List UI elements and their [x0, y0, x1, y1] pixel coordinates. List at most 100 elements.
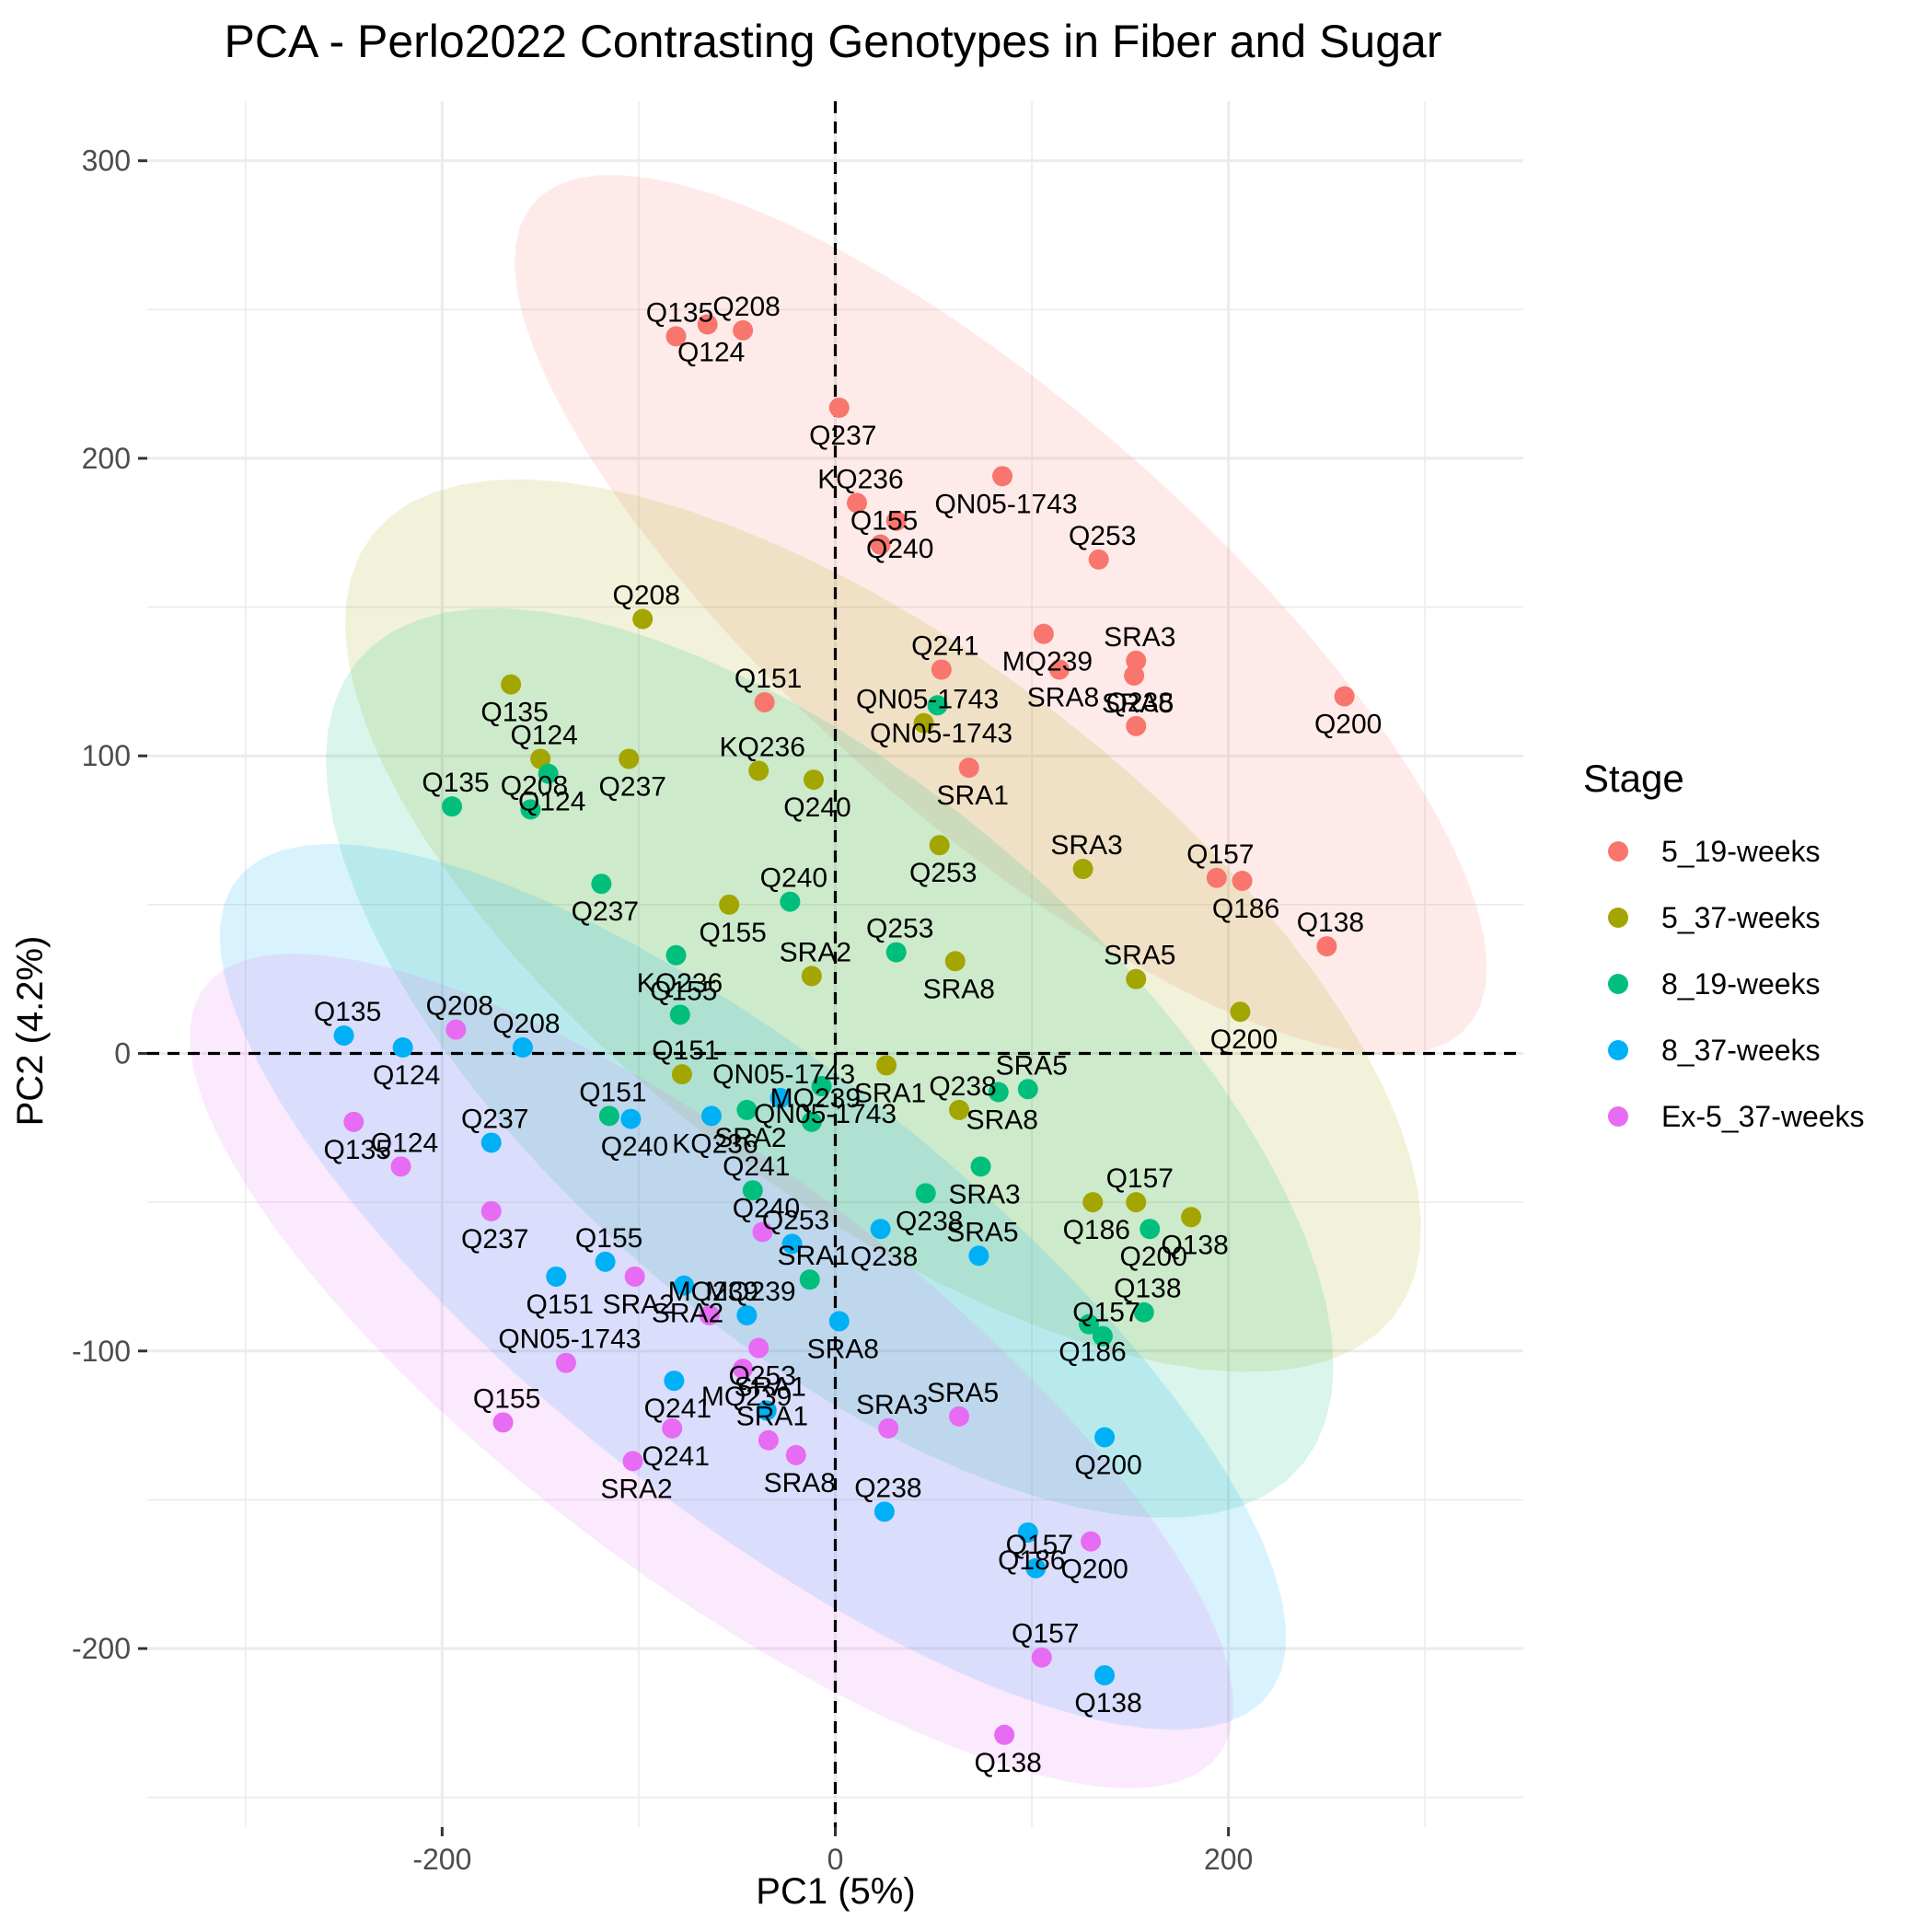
chart-title: PCA - Perlo2022 Contrasting Genotypes in… [225, 16, 1442, 67]
data-point-8_37-weeks [873, 1501, 895, 1522]
data-point-8_37-weeks [620, 1108, 642, 1129]
data-point-8_37-weeks [392, 1037, 413, 1059]
point-label: QN05-1743 [870, 718, 1012, 748]
data-point-5_19-weeks [754, 692, 775, 713]
point-label: SRA5 [946, 1217, 1018, 1247]
data-point-5_19-weeks [885, 510, 907, 531]
point-label: Q135 [324, 1135, 391, 1165]
point-label: Q253 [1069, 521, 1136, 551]
point-label: QN05-1743 [498, 1325, 641, 1355]
data-point-5_37-weeks [1082, 1192, 1104, 1213]
point-label: Q238 [854, 1473, 921, 1503]
data-point-5_37-weeks [876, 1055, 897, 1076]
point-label: SRA5 [927, 1378, 999, 1408]
point-label: SRA3 [856, 1390, 928, 1420]
point-label: Q157 [1186, 839, 1254, 870]
point-label: Q240 [601, 1132, 668, 1163]
data-point-Ex-5_37-weeks [878, 1417, 899, 1439]
data-point-5_37-weeks [619, 748, 640, 769]
point-label: Q151 [652, 1035, 719, 1066]
data-point-5_19-weeks [870, 534, 891, 555]
point-label: SRA1 [736, 1402, 808, 1432]
data-point-5_19-weeks [665, 326, 687, 347]
data-point-8_19-weeks [885, 942, 907, 963]
data-point-Ex-5_37-weeks [994, 1724, 1015, 1745]
point-label: KQ236 [720, 732, 805, 762]
data-point-Ex-5_37-weeks [699, 1304, 720, 1325]
point-label: Q200 [1074, 1451, 1141, 1481]
point-label: Q138 [974, 1748, 1041, 1778]
data-point-5_19-weeks [1124, 665, 1145, 686]
y-tick-label: -200 [72, 1632, 131, 1665]
point-label: Q240 [733, 1193, 800, 1223]
point-label: Q135 [480, 698, 548, 728]
data-point-8_37-weeks [1017, 1521, 1038, 1543]
data-point-8_37-weeks [736, 1304, 758, 1325]
point-label: Q151 [735, 664, 802, 694]
data-point-Ex-5_37-weeks [622, 1451, 643, 1472]
point-label: MQ239 [668, 1277, 758, 1307]
data-point-5_19-weeks [828, 397, 850, 418]
data-point-5_19-weeks [931, 659, 952, 680]
point-label: Q240 [783, 792, 850, 823]
point-label: MQ239 [770, 1083, 861, 1114]
data-point-8_19-weeks [665, 944, 687, 966]
ellipse-8_19-weeks [326, 607, 1334, 1518]
point-label: Q240 [760, 863, 827, 894]
data-point-5_19-weeks [958, 758, 979, 779]
point-label: Q237 [809, 421, 876, 451]
data-point-5_37-weeks [1230, 1001, 1251, 1023]
data-point-Ex-5_37-weeks [748, 1337, 769, 1359]
point-label: KQ236 [672, 1128, 758, 1159]
point-label: Q200 [1314, 710, 1382, 740]
data-point-8_19-weeks [591, 873, 612, 895]
data-point-8_19-weeks [1017, 1079, 1038, 1100]
point-label: Q200 [1210, 1024, 1278, 1055]
data-point-5_19-weeks [1126, 715, 1147, 736]
legend-key-5_19-weeks [1608, 841, 1628, 862]
point-label: SRA2 [602, 1290, 674, 1320]
y-tick-label: 100 [82, 739, 131, 772]
data-point-8_37-weeks [1025, 1557, 1047, 1579]
data-point-5_19-weeks [1048, 659, 1070, 680]
point-label: KQ236 [637, 968, 723, 999]
point-label: Q124 [371, 1128, 438, 1158]
point-label: Q138 [1161, 1230, 1228, 1260]
point-label: Q138 [1074, 1688, 1141, 1718]
data-point-8_19-weeks [669, 1004, 690, 1025]
point-label: Q208 [712, 292, 780, 322]
point-label: Q155 [473, 1383, 540, 1414]
point-label: SRA8 [1027, 682, 1099, 712]
x-tick-label: 200 [1204, 1843, 1253, 1876]
data-point-Ex-5_37-weeks [662, 1417, 683, 1439]
data-point-5_19-weeks [1206, 867, 1227, 888]
point-label: SRA8 [966, 1105, 1038, 1136]
legend-key-5_37-weeks [1608, 908, 1628, 928]
data-point-5_19-weeks [1033, 623, 1054, 644]
data-point-5_37-weeks [530, 748, 551, 769]
data-point-8_19-weeks [1079, 1313, 1100, 1335]
data-point-8_19-weeks [1140, 1219, 1161, 1240]
point-label: Q157 [1006, 1530, 1073, 1560]
point-label: Q238 [1106, 688, 1174, 718]
point-label: SRA5 [1102, 688, 1174, 719]
data-point-5_37-weeks [671, 1064, 692, 1085]
point-label: Q237 [572, 897, 639, 927]
y-tick-label: 0 [114, 1036, 131, 1070]
point-label: QN05-1743 [856, 685, 999, 715]
point-label: Q135 [314, 997, 381, 1027]
point-label: MQ239 [705, 1277, 795, 1307]
data-point-Ex-5_37-weeks [733, 1359, 754, 1380]
data-point-8_37-weeks [546, 1266, 567, 1287]
point-label: MQ239 [701, 1382, 792, 1412]
data-point-5_19-weeks [733, 319, 754, 341]
point-label: SRA2 [652, 1299, 723, 1329]
point-label: SRA2 [780, 937, 851, 967]
data-point-8_37-weeks [968, 1245, 989, 1267]
data-point-8_19-weeks [801, 1111, 822, 1132]
point-label: SRA1 [778, 1241, 850, 1271]
data-points [333, 314, 1355, 1745]
data-point-Ex-5_37-weeks [445, 1019, 467, 1040]
point-label: SRA1 [854, 1078, 926, 1108]
legend-label: 5_37-weeks [1661, 901, 1821, 934]
